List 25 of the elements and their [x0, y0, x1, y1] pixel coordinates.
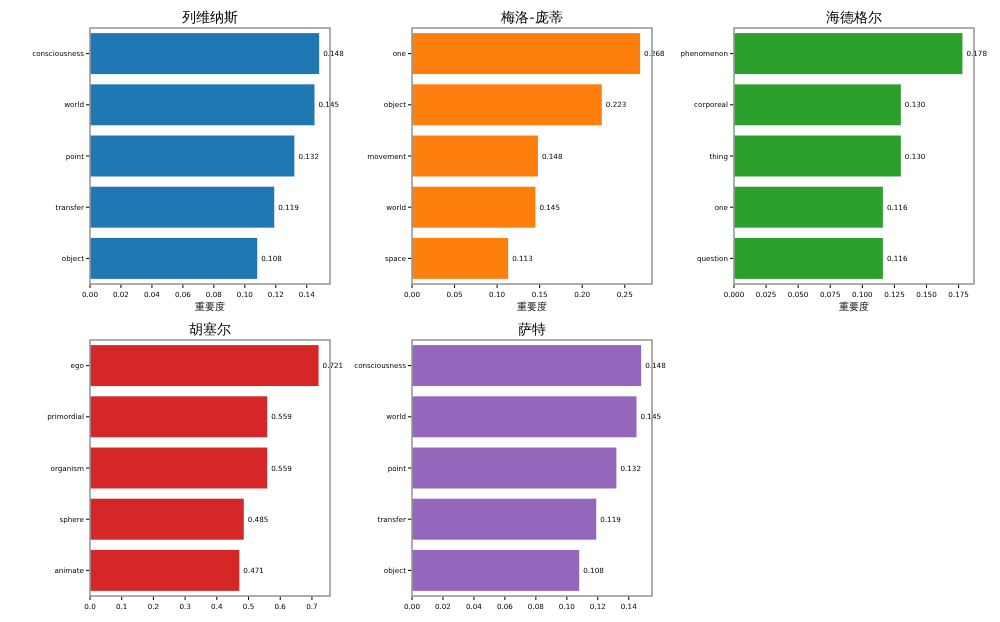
- bar: [734, 84, 901, 126]
- bar: [90, 135, 295, 177]
- bar: [412, 396, 637, 438]
- bar: [412, 84, 602, 126]
- bar: [90, 84, 315, 126]
- bar: [90, 498, 244, 540]
- bar: [412, 447, 617, 489]
- bar: [412, 549, 580, 591]
- bar: [734, 135, 901, 177]
- bar: [412, 33, 641, 75]
- bar: [90, 345, 319, 387]
- bar: [734, 186, 883, 228]
- bar: [412, 186, 536, 228]
- bar: [90, 549, 240, 591]
- bar: [412, 345, 642, 387]
- bar: [412, 237, 509, 279]
- bar: [90, 447, 268, 489]
- bar: [90, 396, 268, 438]
- bar: [734, 33, 963, 75]
- bar: [90, 186, 275, 228]
- bar: [734, 237, 883, 279]
- bar: [90, 33, 320, 75]
- bar: [90, 237, 258, 279]
- bar: [412, 498, 597, 540]
- bar: [412, 135, 538, 177]
